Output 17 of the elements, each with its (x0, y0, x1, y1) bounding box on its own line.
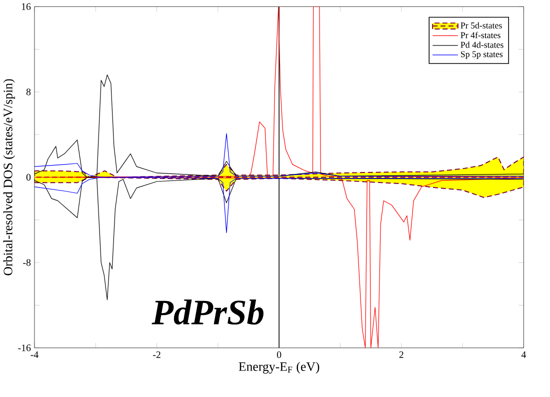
x-tick-label: 2 (399, 351, 404, 358)
y-tick-label: 16 (22, 3, 31, 10)
legend-label: Sp 5p states (460, 51, 503, 60)
legend-label: Pd 4d-states (460, 42, 504, 48)
y-tick-label: -8 (23, 259, 31, 266)
x-tick-label: -4 (30, 351, 38, 358)
x-tick-label: -2 (153, 351, 160, 358)
y-tick-label: 8 (26, 88, 31, 96)
x-tick-label: 4 (521, 351, 526, 358)
legend-label: Pr 4f-states (460, 32, 500, 38)
y-tick-label: 0 (26, 174, 31, 181)
annotation: PdPrSb (152, 300, 264, 325)
legend-label: Pr 5d-states (460, 22, 502, 28)
y-axis-title: Orbital-resolved DOS (states/eV/spin) (3, 79, 15, 276)
y-tick-label: -16 (18, 344, 31, 352)
x-axis-title: Energy-E$_{F}$ (eV) (238, 362, 320, 374)
x-tick-label: 0 (276, 351, 282, 358)
